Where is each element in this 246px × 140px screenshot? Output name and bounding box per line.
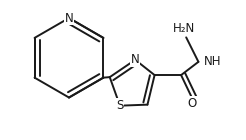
Text: N: N xyxy=(131,53,140,66)
Text: O: O xyxy=(188,97,197,110)
Text: N: N xyxy=(65,11,73,24)
Text: H₂N: H₂N xyxy=(173,22,195,35)
Text: NH: NH xyxy=(203,55,221,68)
Text: S: S xyxy=(116,99,124,112)
